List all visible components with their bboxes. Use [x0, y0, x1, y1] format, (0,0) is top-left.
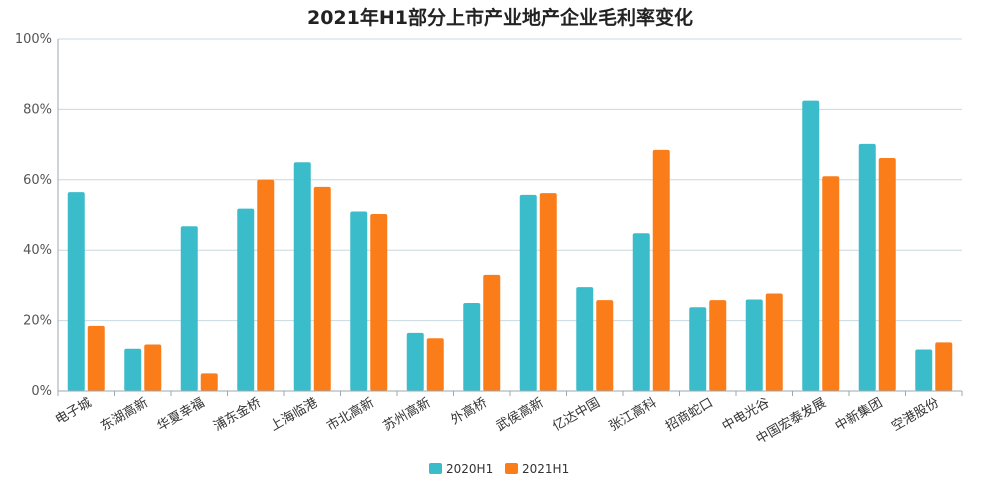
bar-2021H1-中国宏泰发展[interactable]	[822, 176, 840, 391]
bar-2020H1-东湖高新[interactable]	[124, 348, 142, 391]
bar-2020H1-中电光谷[interactable]	[745, 299, 763, 391]
bar-2021H1-市北高新[interactable]	[370, 213, 388, 391]
y-tick-label: 60%	[23, 173, 52, 188]
legend-item-2021H1[interactable]: 2021H1	[505, 462, 569, 476]
legend-swatch	[429, 463, 442, 474]
bar-2020H1-空港股份[interactable]	[915, 349, 933, 391]
bar-2020H1-武侯高新[interactable]	[519, 194, 537, 391]
bar-2021H1-外高桥[interactable]	[483, 274, 501, 391]
legend-item-2020H1[interactable]: 2020H1	[429, 462, 493, 476]
bar-2021H1-空港股份[interactable]	[935, 342, 953, 391]
bars	[67, 100, 953, 391]
bar-2021H1-亿达中国[interactable]	[596, 300, 614, 391]
x-tick-label: 外高桥	[448, 395, 490, 428]
axes	[57, 39, 963, 396]
bar-2020H1-浦东金桥[interactable]	[237, 208, 255, 391]
bar-2021H1-中新集团[interactable]	[878, 157, 896, 391]
y-axis-ticks: 0% 20% 40% 60% 80% 100%	[15, 32, 52, 399]
x-tick-label: 东湖高新	[98, 395, 151, 435]
x-tick-label: 张江高科	[606, 395, 659, 435]
bar-2021H1-上海临港[interactable]	[313, 186, 331, 391]
bar-2020H1-苏州高新[interactable]	[406, 332, 424, 391]
bar-2020H1-中国宏泰发展[interactable]	[802, 100, 820, 391]
x-tick-label: 华夏幸福	[155, 395, 208, 434]
bar-2020H1-招商蛇口[interactable]	[689, 307, 707, 391]
y-tick-label: 80%	[23, 102, 52, 117]
x-tick-label: 中新集团	[832, 395, 885, 435]
bar-2020H1-华夏幸福[interactable]	[180, 226, 198, 391]
bar-2021H1-浦东金桥[interactable]	[257, 179, 275, 391]
x-tick-label: 上海临港	[268, 395, 321, 434]
x-tick-label: 空港股份	[889, 395, 942, 434]
x-tick-label: 电子城	[53, 395, 94, 427]
bar-2021H1-东湖高新[interactable]	[144, 344, 162, 391]
x-axis-ticks: 电子城 东湖高新 华夏幸福 浦东金桥 上海临港 市北高新 苏州高新 外高桥 武侯高新 亿达中国 张江…	[53, 395, 942, 448]
x-tick-label: 亿达中国	[550, 395, 603, 434]
x-tick-label: 浦东金桥	[211, 395, 264, 435]
bar-2020H1-亿达中国[interactable]	[576, 287, 594, 391]
bar-2021H1-中电光谷[interactable]	[765, 293, 783, 391]
bar-2021H1-武侯高新[interactable]	[539, 193, 557, 391]
bar-2020H1-外高桥[interactable]	[463, 303, 481, 391]
bar-2020H1-电子城[interactable]	[67, 192, 85, 391]
bar-2021H1-张江高科[interactable]	[652, 149, 670, 391]
bar-2020H1-上海临港[interactable]	[293, 162, 311, 391]
x-tick-label: 苏州高新	[380, 395, 433, 435]
x-tick-label: 招商蛇口	[663, 395, 716, 434]
legend-label: 2020H1	[446, 462, 493, 476]
legend-swatch	[505, 463, 518, 474]
legend-label: 2021H1	[522, 462, 569, 476]
legend[interactable]: 2020H1 2021H1	[429, 462, 569, 476]
bar-2021H1-华夏幸福[interactable]	[200, 373, 218, 391]
y-tick-label: 0%	[31, 384, 52, 399]
y-tick-label: 100%	[15, 32, 52, 47]
chart-title: 2021年H1部分上市产业地产企业毛利率变化	[307, 6, 693, 29]
bar-2020H1-张江高科[interactable]	[632, 233, 650, 391]
bar-2020H1-中新集团[interactable]	[858, 143, 876, 391]
bar-2021H1-招商蛇口[interactable]	[709, 300, 727, 391]
y-tick-label: 20%	[23, 314, 52, 329]
y-tick-label: 40%	[23, 243, 52, 258]
x-tick-label: 市北高新	[324, 395, 377, 435]
x-tick-label: 武侯高新	[493, 395, 546, 435]
bar-2021H1-电子城[interactable]	[87, 325, 105, 391]
bar-2021H1-苏州高新[interactable]	[426, 338, 444, 391]
bar-2020H1-市北高新[interactable]	[350, 211, 368, 391]
